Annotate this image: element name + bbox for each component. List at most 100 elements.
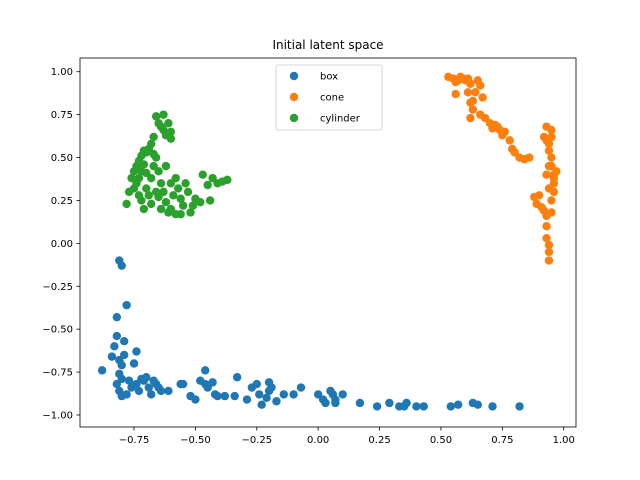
cylinder-point — [151, 187, 161, 197]
cylinder-point — [166, 179, 176, 188]
box-point — [107, 352, 117, 361]
cone-point — [476, 81, 485, 90]
x-tick-label: 0.50 — [430, 435, 452, 446]
y-tick-label: 0.25 — [51, 196, 73, 207]
box-point — [147, 390, 156, 399]
box-point — [178, 379, 188, 389]
box-point — [110, 342, 119, 351]
box-point — [473, 400, 482, 409]
cylinder-point — [137, 167, 146, 176]
box-point — [129, 359, 139, 368]
cone-point — [544, 161, 554, 171]
cone-point — [468, 96, 478, 106]
box-point — [117, 261, 126, 270]
y-tick-label: −0.50 — [42, 325, 73, 336]
box-point — [267, 383, 276, 392]
y-tick-label: 0.50 — [51, 153, 73, 164]
cone-point — [544, 184, 554, 193]
x-tick-label: −0.75 — [119, 435, 150, 446]
box-point — [255, 390, 264, 399]
cone-point — [544, 139, 554, 149]
box-point — [191, 395, 200, 404]
box-point — [257, 400, 266, 409]
cylinder-point — [149, 149, 158, 159]
box-point — [331, 398, 340, 408]
box-point — [453, 400, 463, 409]
cylinder-point — [129, 184, 139, 193]
cone-point — [534, 191, 544, 200]
cone-point — [478, 93, 487, 102]
box-point — [372, 402, 382, 411]
y-tick-label: −0.75 — [42, 368, 73, 379]
chart-title: Initial latent space — [272, 38, 383, 52]
cylinder-point — [144, 191, 153, 200]
box-point — [220, 391, 230, 401]
cylinder-point — [166, 134, 176, 143]
y-tick-label: −1.00 — [42, 410, 73, 421]
legend-label-cylinder: cylinder — [320, 114, 361, 125]
box-point — [124, 376, 134, 385]
legend-marker-box — [289, 71, 299, 81]
legend-label-cone: cone — [320, 93, 344, 104]
cylinder-point — [147, 199, 156, 209]
box-point — [289, 390, 298, 399]
cylinder-point — [174, 184, 183, 193]
box-point — [213, 391, 222, 401]
box-point — [446, 402, 455, 411]
box-point — [134, 386, 144, 396]
box-point — [279, 390, 288, 399]
box-point — [242, 395, 252, 404]
cylinder-point — [139, 160, 149, 169]
cone-point — [544, 256, 554, 265]
y-tick-label: 0.75 — [51, 110, 73, 121]
cylinder-point — [161, 197, 171, 207]
x-axis: −0.75 −0.50 −0.25 0.00 0.25 0.50 0.75 1.00 — [119, 427, 575, 446]
box-point — [117, 361, 126, 370]
box-point — [355, 398, 365, 408]
cylinder-point — [183, 187, 193, 197]
cone-point — [544, 240, 554, 250]
cone-point — [542, 222, 551, 231]
box-point — [252, 379, 261, 389]
cone-point — [466, 113, 475, 123]
box-point — [156, 386, 166, 396]
box-point — [385, 398, 394, 408]
box-point — [515, 402, 524, 411]
box-point — [112, 379, 122, 389]
cone-point — [544, 146, 554, 155]
y-tick-label: 0.00 — [51, 239, 73, 250]
box-point — [232, 373, 242, 382]
box-point — [132, 347, 141, 356]
box-point — [338, 390, 347, 399]
cylinder-point — [161, 161, 171, 171]
cone-point — [547, 196, 556, 205]
cylinder-point — [139, 204, 149, 214]
x-tick-label: 0.75 — [491, 435, 513, 446]
cone-point — [547, 125, 556, 135]
cone-point — [525, 153, 534, 162]
cylinder-point — [159, 110, 168, 119]
x-tick-label: 1.00 — [553, 435, 575, 446]
box-point — [112, 331, 122, 341]
legend: box cone cylinder — [275, 64, 383, 131]
cone-point — [505, 136, 514, 145]
cylinder-point — [176, 209, 185, 219]
data-points — [97, 72, 561, 411]
cone-point — [466, 79, 475, 88]
cylinder-point — [188, 201, 198, 210]
y-axis: −1.00 −0.75 −0.50 −0.25 0.00 0.25 0.50 0.75 1.00 — [42, 67, 80, 421]
cylinder-point — [169, 191, 178, 200]
cone-point — [544, 247, 554, 257]
cylinder-point — [164, 119, 173, 128]
x-tick-label: 0.25 — [368, 435, 390, 446]
cylinder-point — [137, 196, 146, 205]
box-point — [419, 402, 428, 411]
box-point — [144, 383, 153, 392]
cylinder-point — [198, 170, 207, 179]
cylinder-point — [176, 194, 185, 203]
x-tick-label: −0.50 — [180, 435, 211, 446]
cone-point — [552, 167, 561, 176]
box-point — [120, 336, 129, 346]
cylinder-point — [156, 179, 166, 188]
